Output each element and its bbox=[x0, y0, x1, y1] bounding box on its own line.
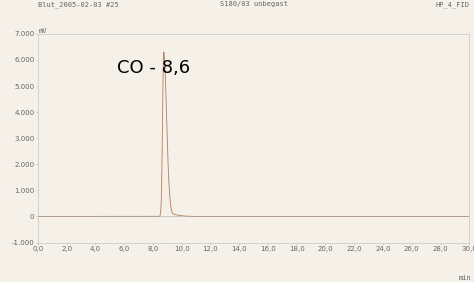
Text: S180/03 unbegast: S180/03 unbegast bbox=[219, 1, 288, 7]
Text: Blut_2005-02-03 #25: Blut_2005-02-03 #25 bbox=[38, 1, 118, 8]
Text: mV: mV bbox=[39, 28, 47, 34]
Text: min: min bbox=[459, 275, 472, 281]
Text: CO - 8,6: CO - 8,6 bbox=[117, 59, 190, 77]
Text: HP_4_FID: HP_4_FID bbox=[435, 1, 469, 8]
